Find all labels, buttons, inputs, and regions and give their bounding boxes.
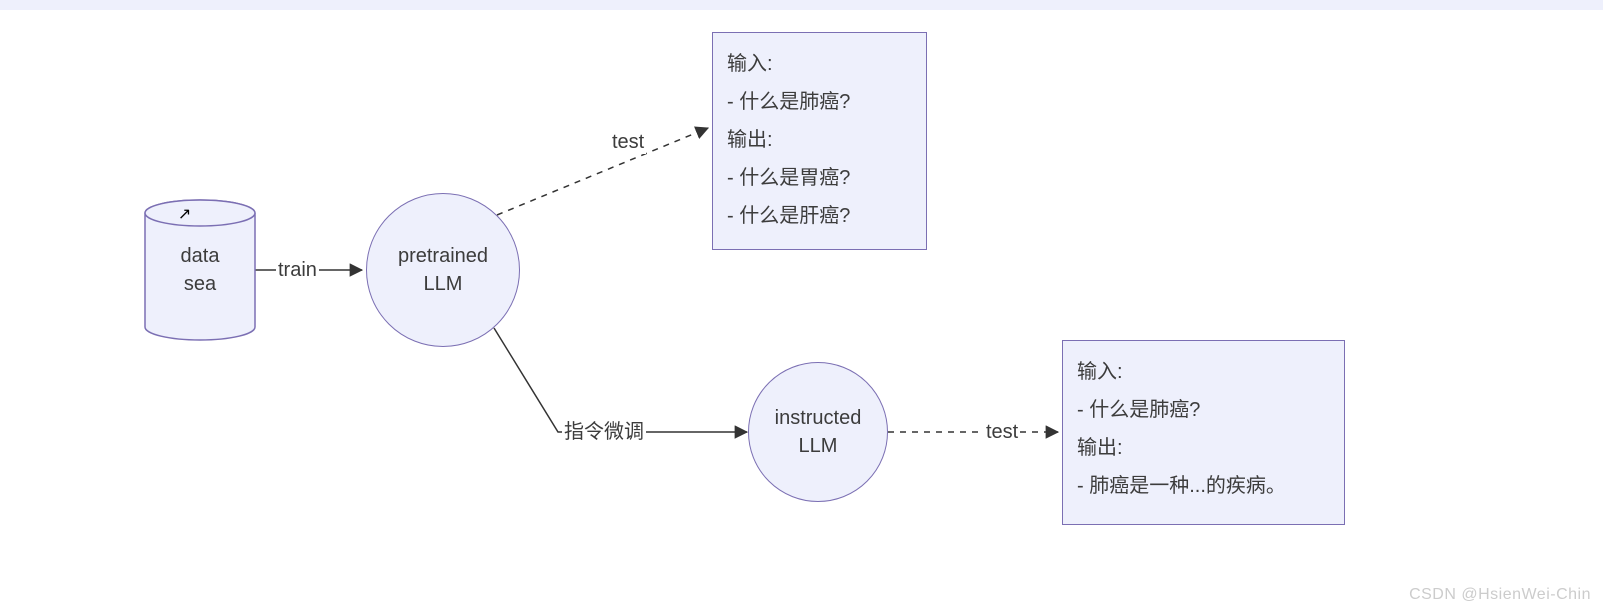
edge-label-test2: test (984, 420, 1020, 444)
diagram-canvas: data sea pretrained LLM instructed LLM 输… (0, 0, 1603, 610)
node-label: sea (184, 270, 216, 298)
watermark-text: CSDN @HsienWei-Chin (1409, 586, 1591, 604)
edge-label-train: train (276, 258, 319, 282)
note-instructed-output: 输入: - 什么是肺癌? 输出: - 肺癌是一种...的疾病。 (1062, 340, 1345, 525)
node-data-sea: data sea (145, 213, 255, 327)
node-label: instructed (775, 404, 862, 432)
edge-label-test1: test (610, 130, 646, 154)
top-accent-bar (0, 0, 1603, 10)
node-label: LLM (799, 432, 838, 460)
node-pretrained-llm: pretrained LLM (366, 193, 520, 347)
node-label: LLM (424, 270, 463, 298)
node-instructed-llm: instructed LLM (748, 362, 888, 502)
note-pretrained-output: 输入: - 什么是肺癌? 输出: - 什么是胃癌? - 什么是肝癌? (712, 32, 927, 250)
edge-label-finetune: 指令微调 (562, 420, 646, 444)
node-label: pretrained (398, 242, 488, 270)
node-label: data (181, 242, 220, 270)
